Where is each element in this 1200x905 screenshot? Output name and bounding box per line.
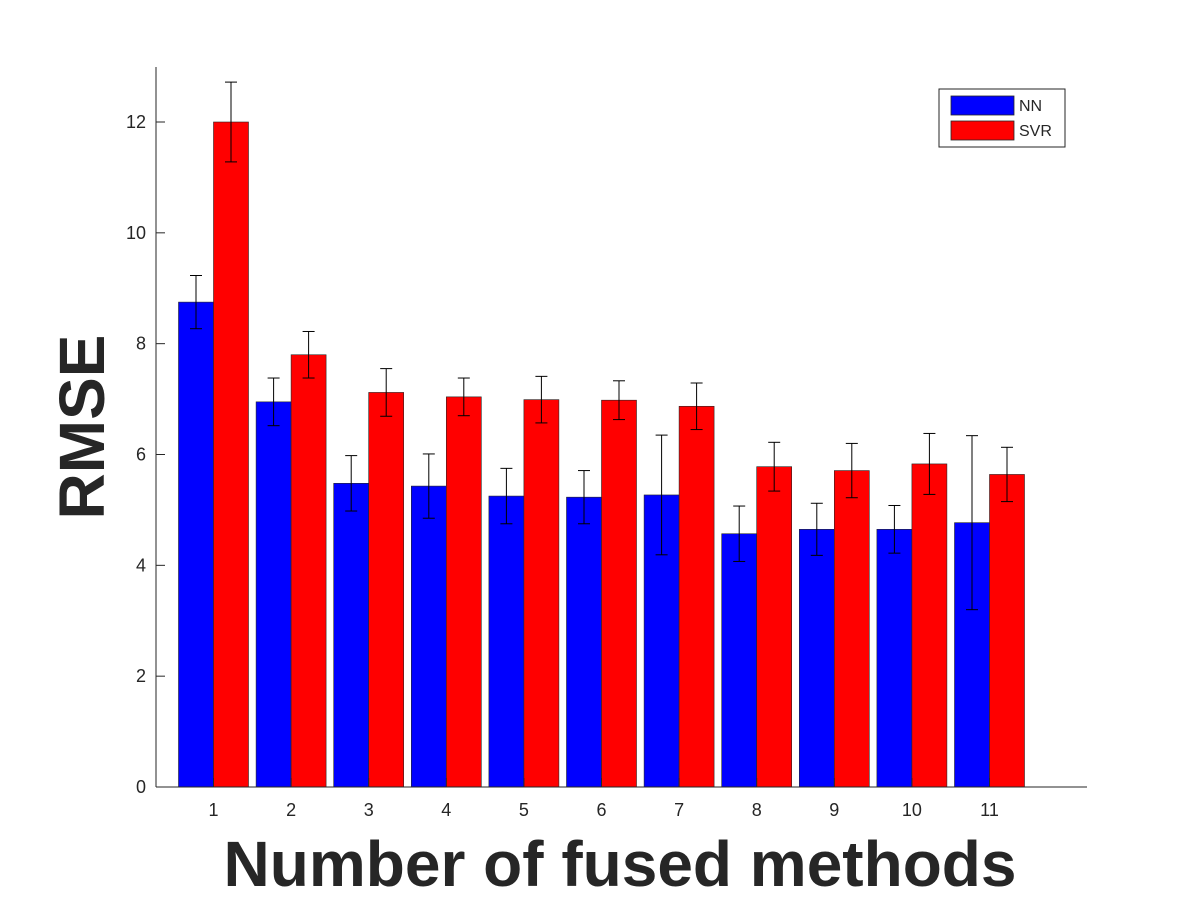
bar-nn-3 [333,483,370,788]
bar-svr-1 [213,121,249,788]
errorbar-nn-7 [655,434,668,556]
y-tick-label-2: 2 [136,666,146,686]
errorbar-svr-4 [457,377,470,417]
legend-swatch-nn [950,95,1015,116]
bar-nn-1 [178,301,214,788]
x-tick-label-4: 4 [441,800,451,820]
x-tick-label-10: 10 [902,800,922,820]
errorbar-svr-2 [302,330,315,379]
bar-svr-2 [290,354,327,788]
errorbar-nn-2 [267,377,280,427]
errorbar-nn-3 [345,455,358,512]
bar-nn-10 [876,529,913,788]
bar-nn-5 [488,495,525,788]
x-tick-label-1: 1 [208,800,218,820]
bars-layer [178,121,1025,788]
bar-svr-3 [368,392,405,788]
x-tick-label-6: 6 [596,800,606,820]
x-axis-label: Number of fused methods [224,828,1017,900]
bar-svr-4 [445,396,482,788]
bar-nn-2 [255,401,292,788]
bar-svr-11 [989,474,1025,788]
errorbar-nn-1 [190,275,202,330]
bar-svr-9 [833,470,870,788]
legend-swatch-svr [950,120,1015,141]
y-axis-label: RMSE [46,335,118,520]
x-tick-label-9: 9 [829,800,839,820]
x-tick-label-2: 2 [286,800,296,820]
legend: NN SVR [938,88,1066,148]
errorbar-nn-10 [888,504,901,554]
bar-nn-4 [410,485,447,788]
y-tick-label-12: 12 [126,112,146,132]
errorbar-svr-8 [768,441,781,492]
errorbar-svr-10 [923,432,936,495]
bar-svr-6 [601,399,637,788]
errorbar-svr-3 [380,368,393,417]
errorbar-svr-5 [535,375,548,424]
x-tick-label-5: 5 [519,800,529,820]
errorbar-svr-6 [613,380,625,421]
errorbar-svr-7 [690,382,703,431]
y-tick-label-4: 4 [136,555,146,575]
x-tick-label-3: 3 [364,800,374,820]
bar-svr-10 [911,463,948,788]
errorbar-svr-1 [225,81,237,163]
errorbar-nn-6 [578,470,590,525]
errorbar-nn-5 [500,467,513,525]
errorbar-svr-11 [1001,446,1013,503]
legend-label-svr: SVR [1019,123,1052,140]
legend-label-nn: NN [1019,98,1042,115]
errorbar-nn-8 [733,505,746,562]
bar-svr-5 [523,399,560,788]
x-tick-label-8: 8 [752,800,762,820]
bar-nn-6 [566,496,602,788]
errorbar-svr-9 [845,442,858,499]
errorbar-nn-9 [810,502,823,556]
y-tick-label-6: 6 [136,445,146,465]
y-tick-label-10: 10 [126,223,146,243]
errorbar-nn-11 [966,435,978,611]
bar-nn-8 [721,533,758,788]
errorbar-nn-4 [422,453,435,519]
x-tick-label-11: 11 [980,800,999,820]
y-tick-label-8: 8 [136,334,146,354]
axes-layer [155,67,1087,788]
y-tick-label-0: 0 [136,777,146,797]
bar-svr-7 [678,405,715,788]
x-tick-label-7: 7 [674,800,684,820]
bar-nn-9 [798,529,835,788]
bar-svr-8 [756,466,793,788]
errorbars-layer [190,81,1013,611]
